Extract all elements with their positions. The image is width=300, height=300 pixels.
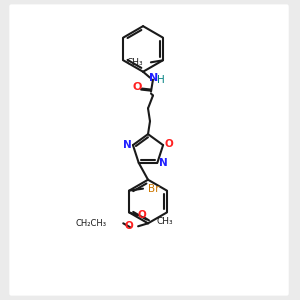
Text: N: N <box>149 73 159 83</box>
FancyBboxPatch shape <box>9 4 289 296</box>
Text: CH₃: CH₃ <box>126 58 143 67</box>
Text: O: O <box>138 210 146 220</box>
Text: N: N <box>123 140 131 150</box>
Text: O: O <box>165 139 173 149</box>
Text: CH₂CH₃: CH₂CH₃ <box>75 219 106 228</box>
Text: CH₃: CH₃ <box>157 217 173 226</box>
Text: O: O <box>124 221 133 231</box>
Text: H: H <box>157 75 165 85</box>
Text: N: N <box>159 158 168 168</box>
Text: Br: Br <box>148 184 160 194</box>
Text: O: O <box>132 82 142 92</box>
